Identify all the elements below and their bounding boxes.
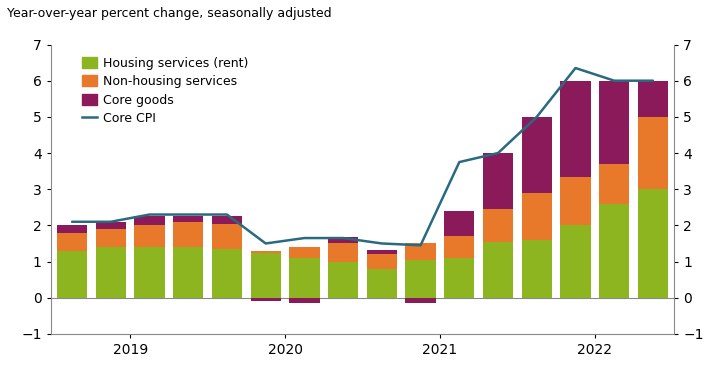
Bar [367, 250, 397, 255]
Bar [212, 224, 242, 249]
Bar [212, 216, 242, 224]
Bar [483, 242, 513, 298]
Bar [251, 253, 281, 298]
Bar [444, 258, 474, 298]
Legend: Housing services (rent), Non-housing services, Core goods, Core CPI: Housing services (rent), Non-housing ser… [82, 56, 249, 125]
Bar [289, 258, 320, 298]
Bar [173, 222, 203, 247]
Bar [522, 193, 552, 240]
Bar [289, 247, 320, 258]
Bar [251, 251, 281, 253]
Bar [444, 211, 474, 236]
Bar [599, 204, 629, 298]
Bar [173, 216, 203, 222]
Bar [444, 236, 474, 258]
Bar [483, 209, 513, 242]
Text: Year-over-year percent change, seasonally adjusted: Year-over-year percent change, seasonall… [7, 7, 332, 20]
Bar [367, 255, 397, 269]
Bar [134, 226, 165, 247]
Bar [560, 177, 591, 225]
Bar [638, 117, 668, 189]
Bar [599, 81, 629, 164]
Bar [638, 189, 668, 298]
Bar [560, 225, 591, 298]
Bar [289, 298, 320, 303]
Bar [483, 153, 513, 209]
Bar [599, 164, 629, 204]
Bar [134, 216, 165, 225]
Bar [328, 237, 358, 243]
Bar [57, 226, 87, 233]
Bar [522, 240, 552, 298]
Bar [367, 269, 397, 298]
Bar [638, 81, 668, 117]
Bar [522, 117, 552, 193]
Bar [57, 233, 87, 251]
Bar [560, 81, 591, 177]
Bar [173, 247, 203, 298]
Bar [405, 243, 436, 260]
Bar [96, 222, 126, 229]
Bar [328, 243, 358, 262]
Bar [405, 298, 436, 303]
Bar [134, 247, 165, 298]
Bar [405, 260, 436, 298]
Bar [212, 249, 242, 298]
Bar [251, 298, 281, 301]
Bar [57, 251, 87, 298]
Bar [328, 262, 358, 298]
Bar [96, 247, 126, 298]
Bar [96, 229, 126, 247]
